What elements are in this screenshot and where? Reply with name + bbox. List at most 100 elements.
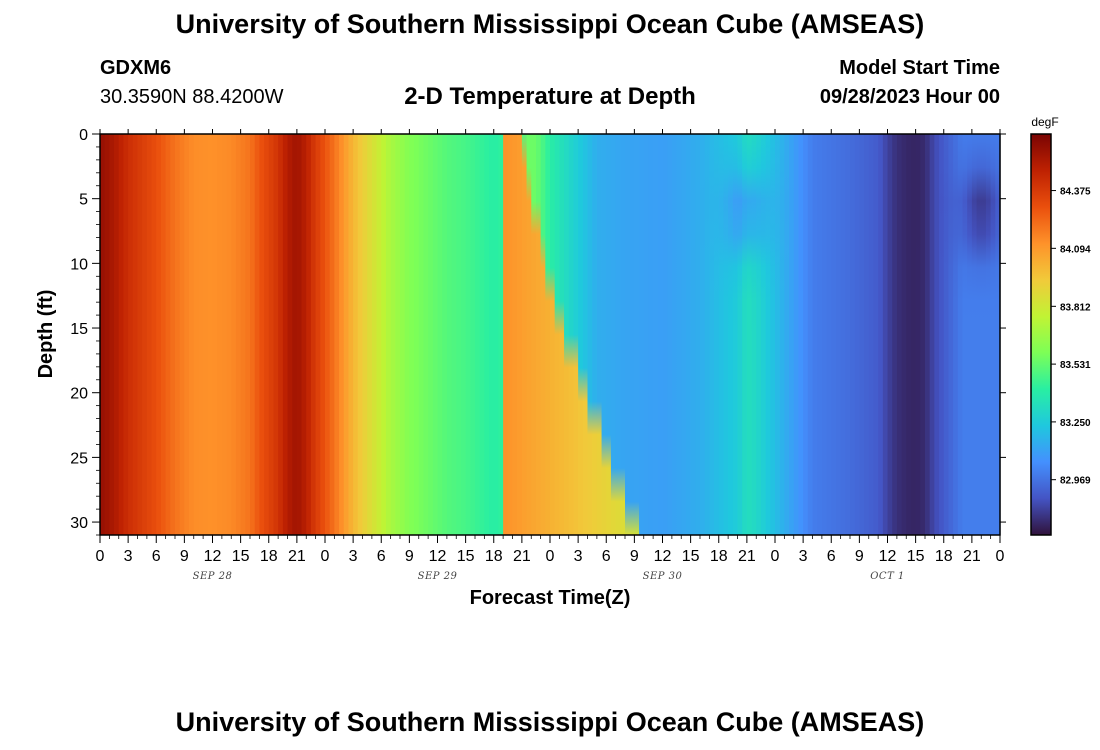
heatmap-column <box>404 134 410 535</box>
heatmap-column <box>568 134 575 535</box>
heatmap-column <box>690 134 696 535</box>
heatmap-column <box>817 134 823 535</box>
heatmap-column <box>240 134 246 535</box>
heatmap-column <box>948 134 954 535</box>
x-tick-label: 9 <box>180 548 189 565</box>
heatmap-column <box>742 134 748 535</box>
heatmap-column <box>812 134 818 535</box>
heatmap-column <box>606 134 612 535</box>
colorbar-tick-label: 83.531 <box>1060 360 1091 371</box>
heatmap-column <box>517 134 523 535</box>
heatmap-column <box>803 134 809 535</box>
heatmap-column <box>198 134 204 535</box>
heatmap-column <box>128 134 134 535</box>
heatmap-column <box>770 134 776 535</box>
footer-title: University of Southern Mississippi Ocean… <box>175 707 925 737</box>
x-tick-label: 21 <box>963 548 981 565</box>
heatmap-column <box>451 134 457 535</box>
y-axis-label: Depth (ft) <box>35 290 57 379</box>
heatmap-column <box>489 134 495 535</box>
heatmap-column <box>554 134 560 535</box>
heatmap-column <box>840 134 846 535</box>
heatmap-column <box>601 134 607 535</box>
heatmap-column <box>418 134 425 535</box>
heatmap-column <box>685 134 692 535</box>
heatmap-column <box>775 134 781 535</box>
heatmap-column <box>132 134 139 535</box>
heatmap-column <box>578 134 584 535</box>
y-tick-label: 5 <box>79 192 88 209</box>
heatmap-column <box>892 134 898 535</box>
heatmap-column <box>371 134 378 535</box>
heatmap-column <box>306 134 312 535</box>
heatmap-column <box>779 134 785 535</box>
heatmap-column <box>985 134 992 535</box>
heatmap-column <box>498 134 504 535</box>
heatmap-column <box>221 134 228 535</box>
heatmap-column <box>896 134 903 535</box>
heatmap-column <box>845 134 851 535</box>
heatmap-column <box>442 134 448 535</box>
heatmap-column <box>362 134 368 535</box>
heatmap-column <box>282 134 289 535</box>
heatmap-column <box>268 134 275 535</box>
heatmap-column <box>831 134 837 535</box>
heatmap-column <box>957 134 964 535</box>
y-tick-label: 0 <box>79 127 88 144</box>
heatmap-column <box>751 134 757 535</box>
heatmap-column <box>217 134 223 535</box>
heatmap-column <box>639 134 645 535</box>
heatmap-column <box>615 134 621 535</box>
heatmap-column <box>732 134 739 535</box>
y-tick-label: 25 <box>70 450 88 467</box>
x-tick-label: 3 <box>124 548 133 565</box>
heatmap-column <box>629 134 635 535</box>
heatmap-column <box>423 134 429 535</box>
x-tick-label: 0 <box>996 548 1005 565</box>
x-tick-label: 0 <box>546 548 555 565</box>
heatmap-column <box>456 134 462 535</box>
heatmap-column <box>943 134 950 535</box>
x-tick-label: 3 <box>574 548 583 565</box>
heatmap-column <box>704 134 710 535</box>
date-label: OCT 1 <box>870 571 905 582</box>
y-tick-label: 20 <box>70 386 88 403</box>
heatmap-column <box>310 134 317 535</box>
heatmap-column <box>250 134 256 535</box>
heatmap-column <box>737 134 743 535</box>
x-tick-label: 3 <box>799 548 808 565</box>
heatmap-column <box>620 134 626 535</box>
heatmap-column <box>231 134 237 535</box>
heatmap-column <box>882 134 889 535</box>
heatmap-column <box>175 134 181 535</box>
heatmap-column <box>526 134 532 535</box>
heatmap-column <box>545 134 551 535</box>
heatmap-column <box>315 134 321 535</box>
heatmap-column <box>400 134 406 535</box>
heatmap-column <box>343 134 350 535</box>
heatmap-column <box>329 134 335 535</box>
heatmap-column <box>671 134 678 535</box>
colorbar-tick-label: 82.969 <box>1060 476 1091 487</box>
heatmap-column <box>301 134 307 535</box>
heatmap-column <box>367 134 373 535</box>
heatmap-column <box>662 134 668 535</box>
heatmap-column <box>414 134 420 535</box>
date-label: SEP 30 <box>643 571 683 582</box>
heatmap-column <box>484 134 490 535</box>
heatmap-column <box>437 134 443 535</box>
heatmap-column <box>475 134 481 535</box>
heatmap-column <box>118 134 125 535</box>
x-tick-label: 0 <box>321 548 330 565</box>
x-tick-label: 21 <box>288 548 306 565</box>
x-tick-label: 18 <box>935 548 953 565</box>
heatmap-column <box>203 134 209 535</box>
heatmap-column <box>718 134 725 535</box>
heatmap-column <box>625 134 631 535</box>
heatmap-column <box>353 134 359 535</box>
x-tick-label: 0 <box>771 548 780 565</box>
x-tick-label: 15 <box>907 548 925 565</box>
colorbar-tick-label: 84.094 <box>1060 244 1091 255</box>
heatmap-column <box>587 134 593 535</box>
